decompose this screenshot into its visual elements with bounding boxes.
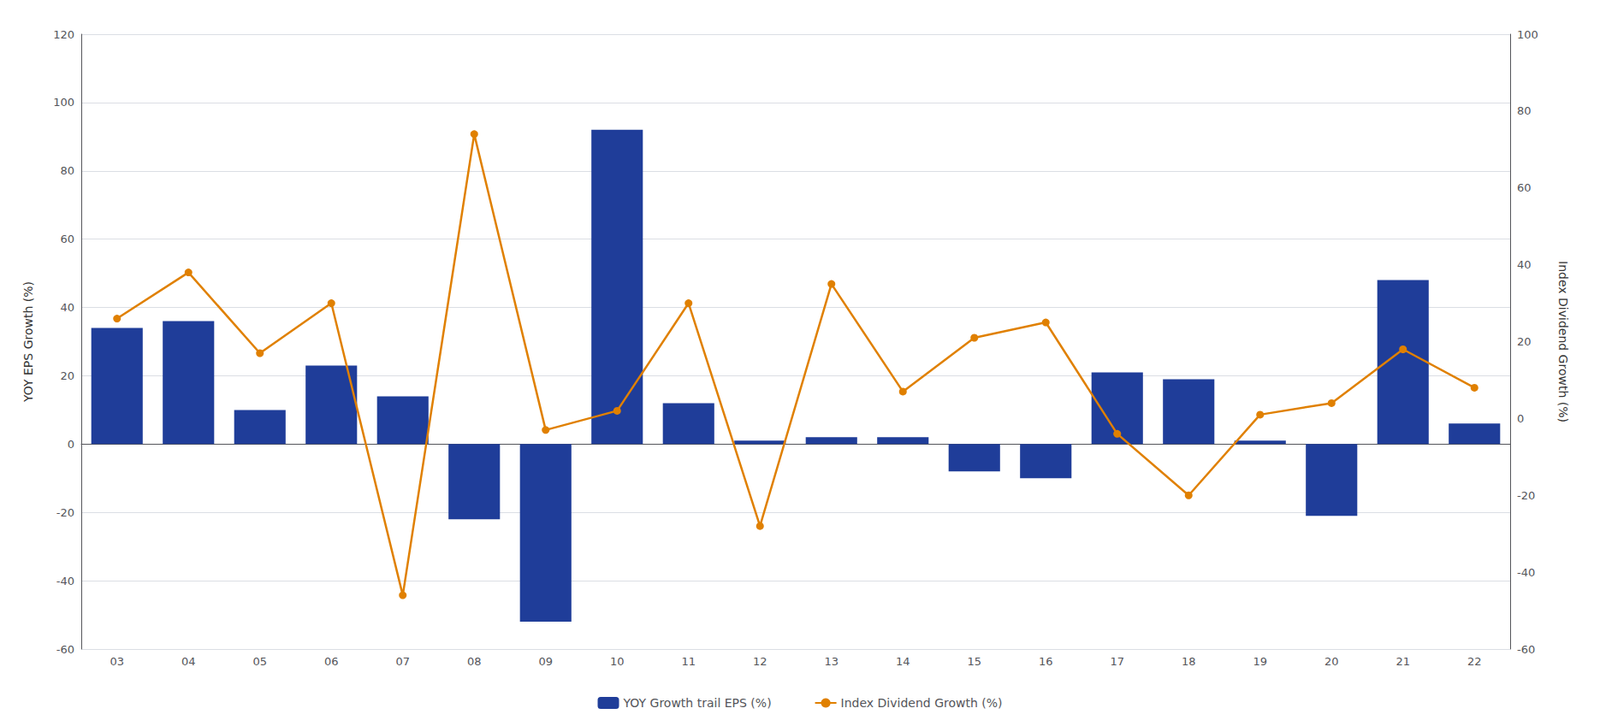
svg-text:-60: -60: [1517, 643, 1535, 657]
svg-text:15: 15: [966, 655, 982, 669]
svg-text:Index Dividend Growth (%): Index Dividend Growth (%): [841, 696, 1003, 711]
svg-text:YOY Growth trail EPS (%): YOY Growth trail EPS (%): [622, 696, 772, 711]
svg-text:14: 14: [895, 655, 911, 669]
svg-text:05: 05: [252, 655, 267, 669]
svg-text:20: 20: [1517, 335, 1532, 349]
svg-text:08: 08: [467, 655, 482, 669]
svg-text:80: 80: [1517, 104, 1532, 118]
svg-text:Index Dividend Growth (%): Index Dividend Growth (%): [1556, 260, 1571, 423]
svg-text:18: 18: [1181, 655, 1197, 669]
svg-text:120: 120: [53, 28, 75, 42]
svg-text:60: 60: [1517, 181, 1532, 195]
svg-text:16: 16: [1038, 655, 1054, 669]
svg-text:07: 07: [395, 655, 410, 669]
svg-text:17: 17: [1109, 655, 1125, 669]
svg-text:40: 40: [1517, 258, 1532, 272]
svg-text:-20: -20: [56, 506, 75, 520]
svg-text:80: 80: [59, 164, 75, 178]
svg-text:40: 40: [59, 301, 75, 315]
svg-text:19: 19: [1252, 655, 1268, 669]
svg-text:13: 13: [823, 655, 839, 669]
svg-text:04: 04: [181, 655, 196, 669]
svg-text:0: 0: [67, 438, 75, 451]
svg-text:09: 09: [538, 655, 553, 669]
svg-text:-40: -40: [56, 574, 75, 588]
svg-text:03: 03: [109, 655, 125, 669]
svg-text:-60: -60: [56, 643, 75, 657]
svg-text:60: 60: [59, 232, 75, 246]
svg-text:22: 22: [1467, 655, 1482, 669]
svg-text:0: 0: [1517, 412, 1524, 426]
svg-text:YOY EPS Growth (%): YOY EPS Growth (%): [21, 281, 36, 403]
svg-text:11: 11: [681, 655, 696, 669]
svg-text:20: 20: [1324, 655, 1340, 669]
svg-text:06: 06: [324, 655, 339, 669]
svg-text:21: 21: [1395, 655, 1411, 669]
svg-text:100: 100: [1517, 28, 1539, 42]
svg-text:100: 100: [53, 95, 75, 109]
svg-text:12: 12: [752, 655, 768, 669]
svg-text:-40: -40: [1517, 566, 1535, 580]
svg-text:20: 20: [59, 369, 75, 383]
svg-text:10: 10: [610, 655, 625, 669]
svg-text:-20: -20: [1517, 489, 1535, 503]
